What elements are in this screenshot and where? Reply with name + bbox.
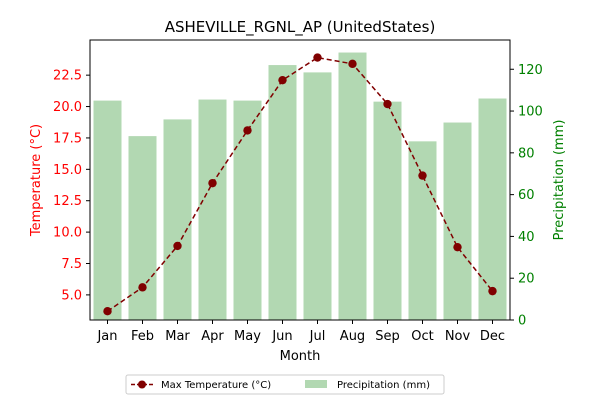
- x-tick-label-jan: Jan: [96, 329, 117, 344]
- legend-bar-swatch: [305, 380, 327, 388]
- temperature-point-jan: [103, 307, 112, 316]
- x-tick-label-jul: Jul: [309, 329, 326, 344]
- right-tick-label: 60: [518, 188, 535, 203]
- left-tick-label: 7.5: [61, 257, 82, 272]
- temperature-point-mar: [173, 241, 182, 251]
- temperature-point-may: [243, 126, 252, 135]
- x-axis-label: Month: [280, 349, 321, 364]
- right-tick-label: 100: [518, 105, 543, 120]
- temperature-point-apr: [208, 178, 217, 188]
- chart-title: ASHEVILLE_RGNL_AP (UnitedStates): [165, 18, 436, 37]
- plot-frame: [89, 39, 511, 321]
- right-tick-label: 80: [518, 146, 535, 161]
- precipitation-bar-apr: [198, 99, 227, 320]
- left-tick-label: 22.5: [53, 69, 82, 84]
- right-tick-label: 20: [518, 272, 535, 287]
- left-axis-label: Temperature (°C): [29, 124, 44, 237]
- x-tick-label-oct: Oct: [411, 329, 433, 344]
- precipitation-bar-feb: [128, 136, 157, 320]
- temperature-point-aug: [348, 59, 357, 69]
- temperature-point-nov: [453, 242, 462, 252]
- temperature-point-jul: [313, 53, 322, 62]
- precipitation-bar-nov: [443, 122, 472, 320]
- x-axis-ticks: Jan Feb Mar Apr May Jun Jul Aug Sep Oct Nov Dec: [96, 320, 505, 344]
- precipitation-bar-may: [233, 100, 262, 320]
- precipitation-bar-mar: [163, 119, 192, 321]
- right-tick-label: 40: [518, 230, 535, 245]
- precipitation-bars: [93, 52, 507, 321]
- temperature-point-feb: [138, 283, 147, 292]
- x-tick-label-may: May: [234, 329, 261, 344]
- precipitation-bar-oct: [408, 141, 437, 320]
- temperature-line: [107, 56, 494, 312]
- precipitation-bar-jun: [268, 65, 297, 320]
- x-tick-label-apr: Apr: [201, 329, 224, 344]
- temperature-point-jun: [278, 75, 287, 85]
- x-tick-label-jun: Jun: [271, 329, 292, 344]
- legend-label-temperature: Max Temperature (°C): [161, 380, 271, 391]
- left-tick-label: 12.5: [53, 194, 82, 209]
- left-axis-ticks: 5.0 7.5 10.0 12.5 15.0 17.5 20.0 22.5: [53, 69, 90, 303]
- temperature-point-dec: [488, 286, 497, 296]
- precipitation-bar-jan: [93, 100, 122, 320]
- left-tick-label: 17.5: [53, 131, 82, 146]
- legend-marker-swatch: [138, 380, 146, 389]
- precipitation-bar-jul: [303, 72, 332, 320]
- right-axis-label: Precipitation (mm): [552, 120, 567, 241]
- legend-box: [125, 374, 445, 395]
- right-tick-label: 0: [518, 314, 526, 329]
- x-tick-label-nov: Nov: [445, 329, 471, 344]
- right-tick-label: 120: [518, 63, 543, 78]
- left-tick-label: 15.0: [53, 163, 82, 178]
- x-tick-label-feb: Feb: [131, 329, 154, 344]
- right-axis-ticks: 0 20 40 60 80 100 120: [510, 63, 543, 329]
- temperature-point-oct: [418, 171, 427, 180]
- x-tick-label-aug: Aug: [340, 329, 365, 344]
- temperature-line-layer: [103, 53, 497, 316]
- temperature-point-sep: [383, 99, 392, 109]
- legend: Max Temperature (°C) Precipitation (mm): [125, 374, 445, 395]
- left-tick-label: 10.0: [53, 226, 82, 241]
- precipitation-bar-aug: [338, 52, 367, 320]
- left-tick-label: 20.0: [53, 100, 82, 115]
- x-tick-label-sep: Sep: [375, 329, 400, 344]
- x-tick-label-mar: Mar: [165, 329, 190, 344]
- legend-label-precipitation: Precipitation (mm): [337, 380, 430, 391]
- x-tick-label-dec: Dec: [480, 329, 505, 344]
- left-tick-label: 5.0: [61, 288, 82, 303]
- precipitation-bar-dec: [478, 98, 507, 320]
- precipitation-bar-sep: [373, 101, 402, 320]
